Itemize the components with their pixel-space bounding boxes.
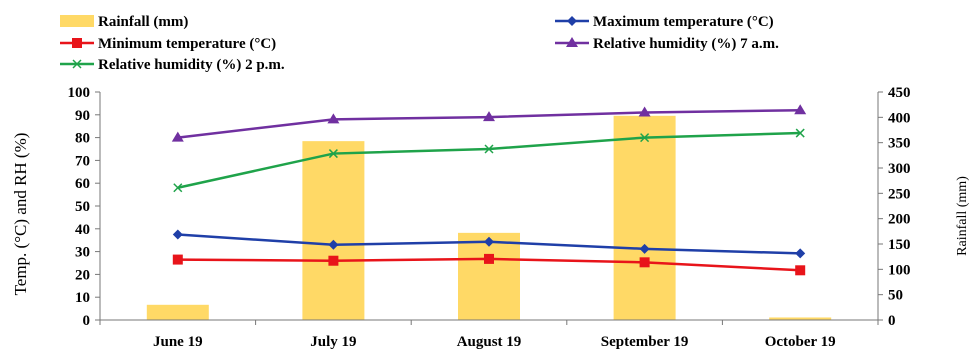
line-series: [171, 104, 807, 276]
point-relative-humidity-2-p-m: [640, 133, 650, 143]
x-tick-label: October 19: [765, 334, 836, 349]
y-left-tick-label: 100: [68, 85, 91, 101]
y-axis-left-title: Temp. (°C) and RH (%): [11, 133, 30, 296]
rainfall-bar: [769, 317, 832, 320]
x-tick-label: June 19: [153, 334, 203, 349]
y-right-tick-label: 400: [888, 110, 911, 126]
y-right-tick-label: 0: [888, 313, 896, 329]
y-left-tick-label: 10: [75, 290, 90, 306]
legend-item-maximum-temperature-c: Maximum temperature (°C): [555, 14, 774, 30]
legend-item-relative-humidity-2-p-m: Relative humidity (%) 2 p.m.: [60, 57, 285, 73]
point-relative-humidity-2-p-m: [328, 149, 338, 159]
y-right-tick-label: 150: [888, 237, 911, 253]
point-maximum-temperature-c: [328, 239, 339, 250]
y-left-tick-label: 40: [75, 222, 90, 238]
point-maximum-temperature-c: [172, 229, 183, 240]
rainfall-bar: [146, 304, 209, 320]
y-right-tick-label: 100: [888, 262, 911, 278]
legend-swatch-marker: [567, 16, 577, 26]
rainfall-bars: [146, 115, 832, 321]
y-axis-right-title: Rainfall (mm): [955, 176, 970, 256]
point-relative-humidity-2-p-m: [484, 144, 494, 154]
point-minimum-temperature-c: [795, 265, 806, 276]
y-left-tick-label: 50: [75, 199, 90, 215]
rainfall-bar: [302, 141, 365, 320]
y-right-tick-label: 450: [888, 85, 911, 101]
point-maximum-temperature-c: [795, 248, 806, 259]
point-minimum-temperature-c: [172, 254, 183, 265]
y-right-tick-label: 200: [888, 212, 911, 228]
legend-label: Relative humidity (%) 2 p.m.: [98, 57, 285, 73]
legend-swatch-bar: [60, 15, 94, 27]
point-relative-humidity-7-a-m: [794, 104, 807, 115]
point-relative-humidity-7-a-m: [638, 106, 651, 117]
point-relative-humidity-7-a-m: [327, 113, 340, 124]
legend-item-relative-humidity-7-a-m: Relative humidity (%) 7 a.m.: [555, 36, 779, 52]
y-right-tick-label: 300: [888, 161, 911, 177]
legend-swatch-marker: [566, 37, 578, 47]
y-left-tick-label: 30: [75, 245, 90, 261]
y-right-tick-label: 350: [888, 136, 911, 152]
legend-swatch-marker: [72, 59, 82, 69]
legend: Rainfall (mm) Maximum temperature (°C) Min…: [60, 14, 779, 73]
point-minimum-temperature-c: [639, 257, 650, 268]
point-maximum-temperature-c: [484, 236, 494, 247]
x-tick-label: July 19: [310, 334, 356, 349]
legend-swatch-marker: [72, 38, 82, 48]
legend-label: Relative humidity (%) 7 a.m.: [593, 36, 779, 52]
point-maximum-temperature-c: [639, 243, 650, 254]
y-left-tick-label: 20: [75, 267, 90, 283]
x-tick-label: August 19: [457, 334, 522, 349]
y-left-tick-label: 0: [83, 313, 91, 329]
rainfall-bar: [458, 232, 520, 320]
point-relative-humidity-2-p-m: [795, 128, 805, 138]
legend-label: Minimum temperature (°C): [98, 36, 276, 52]
legend-item-minimum-temperature-c: Minimum temperature (°C): [60, 36, 276, 52]
y-left-tick-label: 60: [75, 176, 90, 192]
legend-label: Maximum temperature (°C): [593, 14, 774, 30]
y-left-tick-label: 70: [75, 153, 90, 169]
x-tick-label: September 19: [601, 334, 689, 349]
y-right-tick-label: 50: [888, 288, 903, 304]
point-minimum-temperature-c: [484, 253, 494, 264]
y-right-tick-label: 250: [888, 186, 911, 202]
point-relative-humidity-7-a-m: [171, 131, 184, 142]
y-left-tick-label: 90: [75, 108, 90, 124]
legend-item-rainfall-mm: Rainfall (mm): [60, 14, 188, 30]
rainfall-bar: [613, 115, 676, 321]
point-minimum-temperature-c: [328, 255, 339, 266]
legend-label: Rainfall (mm): [98, 14, 188, 30]
y-left-tick-label: 80: [75, 131, 90, 147]
point-relative-humidity-7-a-m: [483, 111, 495, 122]
axes: 0 10 20 30 40 50 60 70 80 90 100 0 50 100 150 200 250 300…: [11, 85, 970, 349]
series-line-relative-humidity-2-p-m: [177, 131, 801, 189]
point-relative-humidity-2-p-m: [173, 183, 183, 193]
